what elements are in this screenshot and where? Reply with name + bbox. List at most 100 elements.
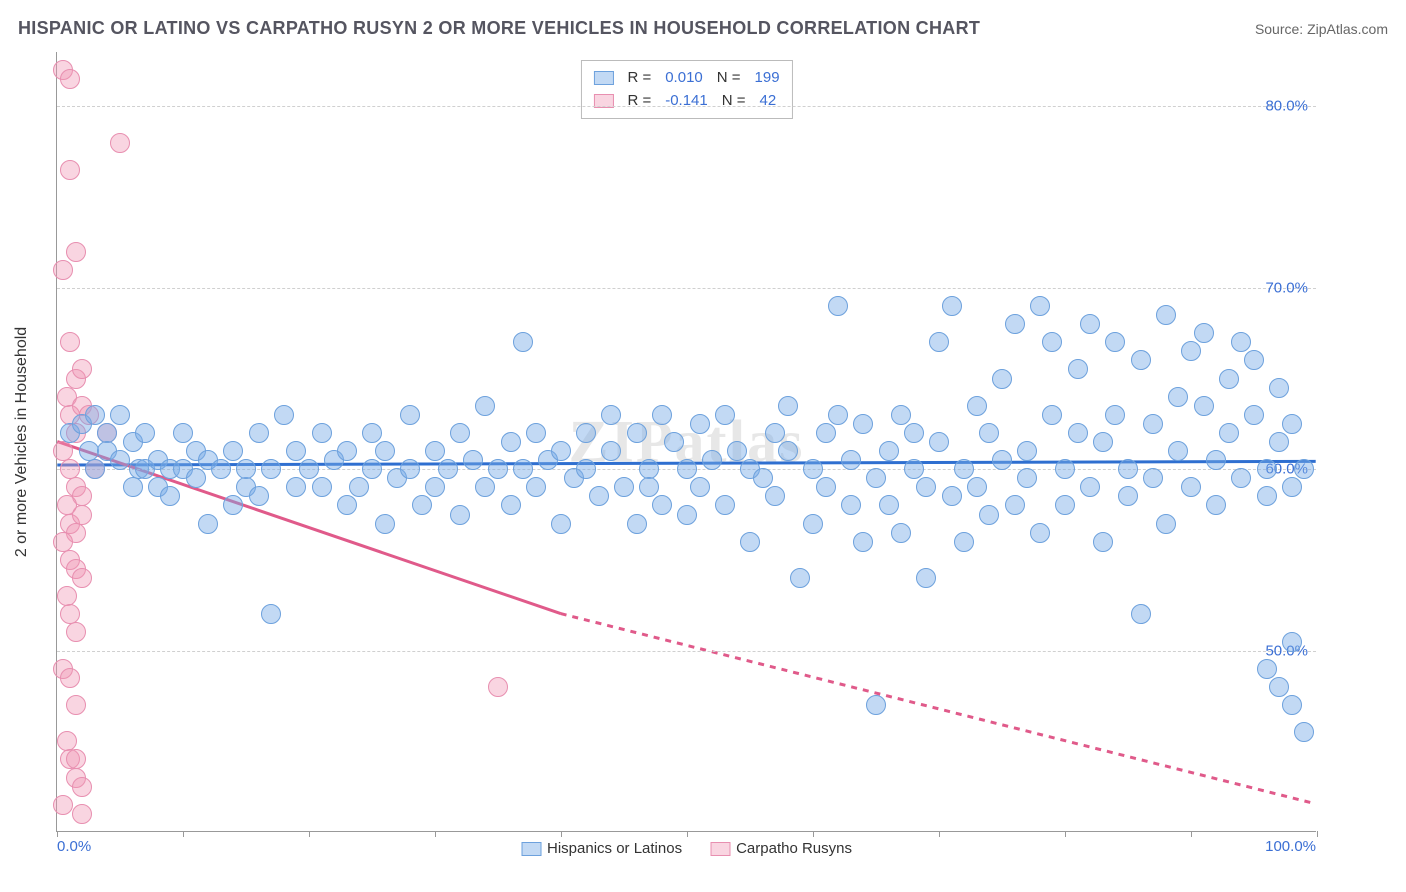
blue-point [828, 296, 848, 316]
blue-point [1282, 414, 1302, 434]
blue-point [929, 332, 949, 352]
source-attribution: Source: ZipAtlas.com [1255, 21, 1388, 37]
blue-point [1294, 722, 1314, 742]
blue-point [1005, 314, 1025, 334]
x-tick [1317, 831, 1318, 837]
gridline [57, 106, 1316, 107]
blue-point [803, 514, 823, 534]
blue-point [79, 441, 99, 461]
blue-point [1244, 405, 1264, 425]
blue-point [816, 423, 836, 443]
blue-point [1294, 459, 1314, 479]
correlation-stats-box: R =0.010N =199R =-0.141N =42 [580, 60, 792, 119]
blue-point [891, 523, 911, 543]
pink-point [72, 804, 92, 824]
blue-point [1282, 477, 1302, 497]
blue-point [677, 459, 697, 479]
gridline [57, 288, 1316, 289]
blue-point [337, 495, 357, 515]
legend-item: Carpatho Rusyns [710, 840, 852, 857]
blue-point [475, 396, 495, 416]
blue-point [765, 486, 785, 506]
blue-point [740, 532, 760, 552]
n-label: N = [717, 67, 741, 90]
blue-point [400, 459, 420, 479]
blue-point [223, 495, 243, 515]
blue-point [312, 477, 332, 497]
blue-point [488, 459, 508, 479]
blue-point [942, 296, 962, 316]
x-max-label: 100.0% [1265, 838, 1316, 855]
blue-point [841, 450, 861, 470]
blue-point [904, 459, 924, 479]
pink-point [60, 604, 80, 624]
blue-point [1231, 468, 1251, 488]
blue-point [513, 459, 533, 479]
blue-point [1168, 441, 1188, 461]
blue-point [816, 477, 836, 497]
blue-point [1282, 632, 1302, 652]
x-tick [687, 831, 688, 837]
blue-point [627, 514, 647, 534]
blue-point [601, 405, 621, 425]
blue-point [992, 450, 1012, 470]
pink-point [66, 749, 86, 769]
blue-point [412, 495, 432, 515]
blue-point [211, 459, 231, 479]
blue-point [1105, 332, 1125, 352]
blue-point [790, 568, 810, 588]
pink-point [60, 459, 80, 479]
blue-point [576, 423, 596, 443]
blue-point [1093, 432, 1113, 452]
blue-point [110, 450, 130, 470]
blue-point [1206, 495, 1226, 515]
x-min-label: 0.0% [57, 838, 91, 855]
blue-point [526, 477, 546, 497]
x-tick [57, 831, 58, 837]
blue-point [1282, 695, 1302, 715]
blue-point [916, 477, 936, 497]
blue-point [1105, 405, 1125, 425]
blue-point [967, 396, 987, 416]
blue-point [778, 441, 798, 461]
pink-point [72, 568, 92, 588]
blue-point [1042, 332, 1062, 352]
r-label: R = [627, 90, 651, 113]
y-tick-label: 70.0% [1265, 279, 1308, 296]
pink-point [53, 795, 73, 815]
blue-point [652, 405, 672, 425]
blue-point [1168, 387, 1188, 407]
blue-point [1156, 514, 1176, 534]
blue-point [879, 441, 899, 461]
blue-point [652, 495, 672, 515]
blue-point [753, 468, 773, 488]
blue-point [173, 423, 193, 443]
blue-point [1068, 423, 1088, 443]
blue-point [715, 405, 735, 425]
blue-point [916, 568, 936, 588]
blue-point [589, 486, 609, 506]
pink-point [66, 622, 86, 642]
blue-point [312, 423, 332, 443]
blue-point [866, 468, 886, 488]
blue-point [299, 459, 319, 479]
blue-point [853, 532, 873, 552]
blue-point [135, 423, 155, 443]
legend-swatch [710, 842, 730, 856]
n-value: 42 [760, 90, 777, 113]
blue-point [942, 486, 962, 506]
legend-label: Hispanics or Latinos [547, 840, 682, 857]
blue-point [1093, 532, 1113, 552]
blue-point [690, 477, 710, 497]
blue-point [639, 459, 659, 479]
blue-point [123, 477, 143, 497]
x-tick [813, 831, 814, 837]
blue-point [1269, 432, 1289, 452]
blue-point [677, 505, 697, 525]
blue-point [1181, 477, 1201, 497]
blue-point [1131, 350, 1151, 370]
blue-point [274, 405, 294, 425]
x-tick [435, 831, 436, 837]
blue-point [1194, 323, 1214, 343]
legend-swatch [593, 71, 613, 85]
